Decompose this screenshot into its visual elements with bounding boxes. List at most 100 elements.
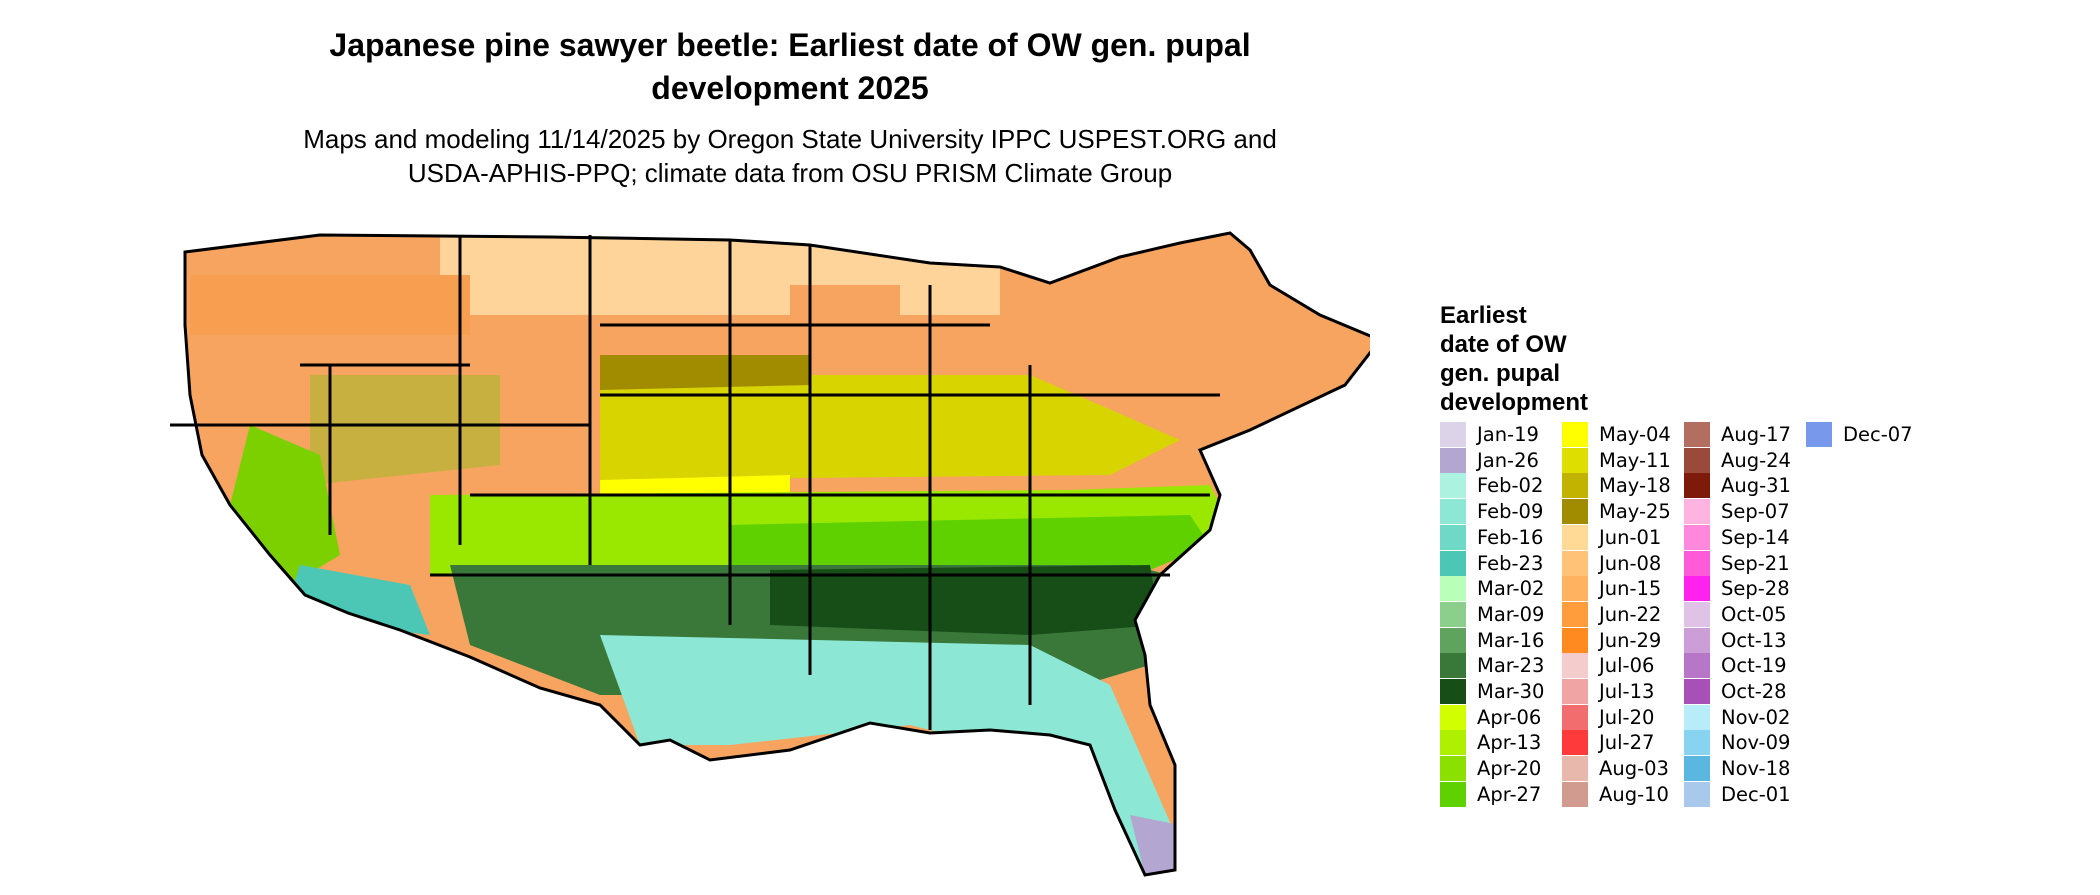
legend-swatch — [1440, 781, 1466, 807]
legend-item: Jul-13 — [1562, 679, 1654, 704]
legend-label: Apr-13 — [1477, 731, 1542, 755]
legend-swatch — [1562, 447, 1588, 473]
legend-label: Sep-21 — [1721, 551, 1790, 575]
legend-swatch — [1562, 704, 1588, 730]
legend-label: Jul-13 — [1599, 680, 1655, 703]
map-title: Japanese pine sawyer beetle: Earliest da… — [230, 24, 1350, 110]
legend-item: Nov-18 — [1684, 756, 1790, 782]
legend-swatch — [1440, 499, 1466, 525]
legend-swatch — [1562, 524, 1588, 550]
legend-item: Jan-19 — [1440, 422, 1539, 447]
legend-label: Jul-06 — [1599, 654, 1655, 678]
legend-title-line: date of OW — [1440, 331, 1567, 358]
legend-label: Jun-01 — [1599, 525, 1662, 549]
legend-swatch — [1684, 781, 1710, 807]
legend-swatch — [1440, 627, 1466, 653]
legend: Jan-19 Jan-26 Feb-02 Feb-09 Feb-16 Feb-23 Mar-… — [1440, 422, 2080, 812]
late-april-band — [730, 515, 1210, 570]
legend-item: Jun-15 — [1562, 576, 1662, 602]
legend-swatch — [1684, 524, 1710, 550]
legend-title-line: gen. pupal — [1440, 360, 1560, 387]
legend-label: Aug-03 — [1599, 757, 1669, 781]
legend-item: Apr-20 — [1440, 756, 1541, 782]
legend-item: Jan-26 — [1440, 447, 1539, 473]
legend-swatch — [1440, 601, 1466, 627]
legend-swatch — [1684, 550, 1710, 576]
legend-swatch — [1684, 499, 1710, 525]
gulf-coast-band — [600, 635, 1180, 875]
legend-label: Aug-31 — [1721, 474, 1791, 498]
legend-swatch — [1562, 601, 1588, 627]
legend-item: Mar-23 — [1440, 653, 1544, 679]
legend-item: Oct-13 — [1684, 627, 1787, 653]
legend-item: Aug-31 — [1684, 473, 1791, 499]
legend-label: Feb-16 — [1477, 525, 1544, 549]
us-phenology-map — [170, 231, 1370, 877]
title-line-2: development 2025 — [651, 70, 929, 106]
legend-item: Jul-06 — [1562, 653, 1655, 679]
legend-swatch — [1562, 473, 1588, 499]
legend-title-line: development — [1440, 389, 1589, 416]
legend-swatch — [1684, 447, 1710, 473]
legend-item: Feb-02 — [1440, 473, 1543, 499]
legend-swatch — [1440, 653, 1466, 679]
legend-label: Aug-10 — [1599, 782, 1669, 806]
legend-item: Mar-09 — [1440, 601, 1544, 627]
legend-item: Oct-28 — [1684, 679, 1787, 704]
legend-label: Jul-27 — [1599, 731, 1655, 755]
legend-swatch — [1684, 473, 1710, 499]
legend-item: Jun-29 — [1562, 627, 1661, 653]
legend-swatch — [1562, 781, 1588, 807]
legend-swatch — [1562, 422, 1588, 447]
legend-item: Apr-13 — [1440, 730, 1542, 756]
may-band — [600, 375, 1180, 480]
legend-swatch — [1440, 679, 1466, 704]
legend-label: Mar-16 — [1477, 628, 1545, 652]
legend-item: Oct-05 — [1684, 601, 1787, 627]
legend-item: Dec-07 — [1806, 422, 1913, 447]
legend-swatch — [1440, 524, 1466, 550]
legend-label: Feb-09 — [1477, 500, 1544, 524]
legend-label: Sep-14 — [1721, 525, 1790, 549]
legend-swatch — [1562, 627, 1588, 653]
legend-swatch — [1562, 730, 1588, 756]
legend-swatch — [1684, 576, 1710, 602]
legend-label: Oct-05 — [1721, 602, 1787, 626]
legend-label: Jun-22 — [1599, 602, 1662, 626]
legend-label: Oct-13 — [1721, 628, 1787, 652]
legend-swatch — [1440, 730, 1466, 756]
legend-label: Nov-09 — [1721, 731, 1791, 755]
legend-label: Mar-30 — [1477, 680, 1545, 703]
legend-swatch — [1562, 653, 1588, 679]
great-basin-mix — [310, 375, 500, 485]
legend-item: Jun-08 — [1562, 550, 1661, 576]
legend-swatch — [1684, 704, 1710, 730]
legend-item: May-18 — [1562, 473, 1671, 499]
legend-label: Jan-19 — [1477, 423, 1539, 446]
northwest-band — [190, 275, 470, 335]
legend-label: Sep-28 — [1721, 577, 1790, 601]
legend-label: Jul-20 — [1599, 705, 1655, 729]
legend-item: Sep-14 — [1684, 524, 1790, 550]
legend-item: Jun-01 — [1562, 524, 1662, 550]
legend-title: Earliest date of OW gen. pupal developme… — [1440, 301, 1700, 417]
legend-item: Dec-01 — [1684, 781, 1791, 807]
legend-item: Jul-20 — [1562, 704, 1655, 730]
legend-swatch — [1440, 704, 1466, 730]
legend-label: Aug-24 — [1721, 448, 1791, 472]
south-florida — [1130, 815, 1180, 875]
legend-label: Jan-26 — [1477, 448, 1539, 472]
legend-label: Jun-15 — [1599, 577, 1662, 601]
title-line-1: Japanese pine sawyer beetle: Earliest da… — [329, 27, 1251, 63]
legend-title-line: Earliest — [1440, 302, 1527, 329]
legend-item: Mar-30 — [1440, 679, 1544, 704]
legend-label: Oct-19 — [1721, 654, 1787, 678]
legend-item: Feb-23 — [1440, 550, 1543, 576]
legend-swatch — [1440, 473, 1466, 499]
legend-swatch — [1562, 499, 1588, 525]
legend-item: Aug-17 — [1684, 422, 1791, 447]
legend-item: Apr-27 — [1440, 781, 1541, 807]
legend-item: Sep-07 — [1684, 499, 1790, 525]
legend-swatch — [1562, 679, 1588, 704]
legend-label: Sep-07 — [1721, 500, 1790, 524]
